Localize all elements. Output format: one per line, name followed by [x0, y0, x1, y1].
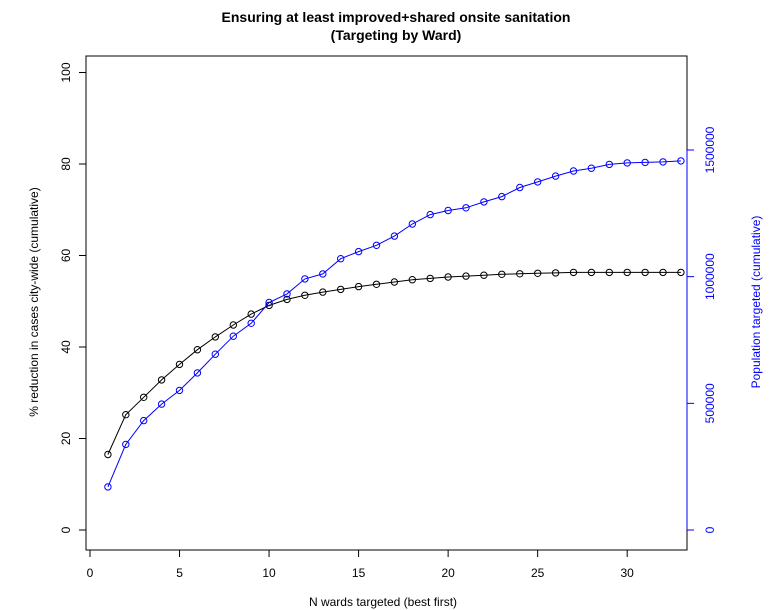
population-series-point — [301, 275, 309, 283]
series-layer — [104, 157, 685, 491]
population-series-point — [659, 158, 667, 166]
population-series-point — [444, 206, 452, 215]
reduction-series-point — [444, 273, 452, 281]
population-series-point — [462, 204, 470, 212]
y-axis-right: 0 500000 1000000 1500000 — [686, 126, 717, 533]
population-series-point — [104, 483, 112, 491]
population-series-point — [677, 157, 685, 165]
reduction-series-point — [480, 271, 488, 279]
population-series-point — [605, 160, 613, 169]
reduction-series-point — [587, 268, 596, 277]
y-tick-label: 60 — [59, 249, 73, 263]
population-series-point — [319, 270, 327, 278]
reduction-series-point — [623, 268, 631, 277]
population-series-point — [623, 159, 631, 167]
population-series-point — [283, 290, 291, 298]
y-axis-left-label: % reduction in cases city-wide (cumulati… — [27, 187, 41, 416]
reduction-series-point — [337, 285, 345, 294]
reduction-series-point — [211, 333, 220, 341]
reduction-series-point — [140, 393, 148, 401]
population-series-point — [516, 183, 524, 192]
y2-tick-label: 0 — [703, 526, 717, 533]
population-series-point — [229, 332, 238, 340]
reduction-series-point — [157, 376, 166, 384]
x-tick-label: 15 — [352, 566, 366, 580]
population-series-point — [211, 350, 220, 358]
x-tick-label: 10 — [262, 566, 276, 580]
reduction-series-point — [426, 274, 434, 283]
reduction-series-point — [569, 268, 578, 277]
y-tick-label: 20 — [59, 432, 73, 446]
population-series-point — [480, 198, 488, 206]
reduction-series-line — [107, 271, 681, 455]
population-series-point — [337, 255, 345, 263]
x-tick-label: 5 — [176, 566, 183, 580]
plot-frame — [85, 55, 688, 551]
reduction-series-point — [677, 268, 685, 277]
population-series-point — [551, 172, 560, 180]
population-series-point — [354, 247, 363, 256]
reduction-series-point — [641, 268, 649, 277]
population-series-point — [641, 158, 649, 167]
y2-tick-label: 500000 — [703, 383, 717, 423]
y-axis-right-label: Population targeted (cumulative) — [749, 216, 763, 389]
reduction-series-point — [605, 268, 613, 277]
reduction-series-point — [462, 272, 470, 280]
y-tick-label: 80 — [59, 157, 73, 171]
chart-title: Ensuring at least improved+shared onsite… — [222, 9, 571, 25]
y-tick-label: 40 — [59, 340, 73, 354]
reduction-series-point — [354, 282, 363, 291]
population-series-point — [390, 232, 399, 240]
reduction-series-point — [229, 321, 238, 329]
population-series-point — [498, 192, 506, 201]
reduction-series-point — [175, 360, 184, 369]
y-tick-label: 100 — [59, 62, 73, 82]
reduction-series-point — [319, 288, 327, 296]
y-tick-label: 0 — [59, 526, 73, 533]
population-series-point — [157, 400, 166, 408]
x-tick-label: 25 — [531, 566, 545, 580]
population-series-point — [140, 416, 148, 425]
x-tick-label: 0 — [87, 566, 94, 580]
y2-tick-label: 1000000 — [703, 253, 717, 300]
population-series-point — [372, 241, 381, 250]
reduction-series-point — [193, 346, 202, 354]
reduction-series-point — [498, 270, 506, 278]
x-axis: 0 5 10 15 20 25 30 — [87, 549, 635, 580]
population-series-point — [408, 220, 416, 228]
population-series-point — [569, 167, 578, 175]
population-series-point — [534, 178, 542, 186]
reduction-series-point — [534, 269, 542, 277]
reduction-series-point — [104, 450, 112, 459]
y2-tick-label: 1500000 — [703, 126, 717, 173]
population-series-point — [426, 210, 434, 219]
reduction-series-point — [372, 280, 381, 288]
population-series-line — [107, 160, 681, 488]
reduction-series-point — [301, 291, 309, 299]
reduction-series-point — [408, 276, 416, 284]
population-series-point — [175, 386, 184, 395]
reduction-series-point — [122, 411, 130, 419]
chart-subtitle: (Targeting by Ward) — [331, 27, 462, 43]
population-series-point — [265, 298, 273, 307]
y-axis-left: 0 20 40 60 80 100 — [59, 62, 87, 533]
x-axis-label: N wards targeted (best first) — [309, 595, 457, 609]
reduction-series-point — [283, 295, 291, 304]
population-series-point — [193, 369, 202, 377]
reduction-series-point — [247, 310, 255, 318]
population-series-point — [122, 440, 130, 449]
reduction-series-point — [551, 269, 560, 277]
x-tick-label: 20 — [441, 566, 455, 580]
population-series-point — [587, 164, 596, 172]
population-series-point — [247, 319, 255, 327]
reduction-series-point — [390, 278, 399, 286]
reduction-series-point — [516, 270, 524, 278]
x-tick-label: 30 — [621, 566, 635, 580]
reduction-series-point — [659, 268, 667, 277]
